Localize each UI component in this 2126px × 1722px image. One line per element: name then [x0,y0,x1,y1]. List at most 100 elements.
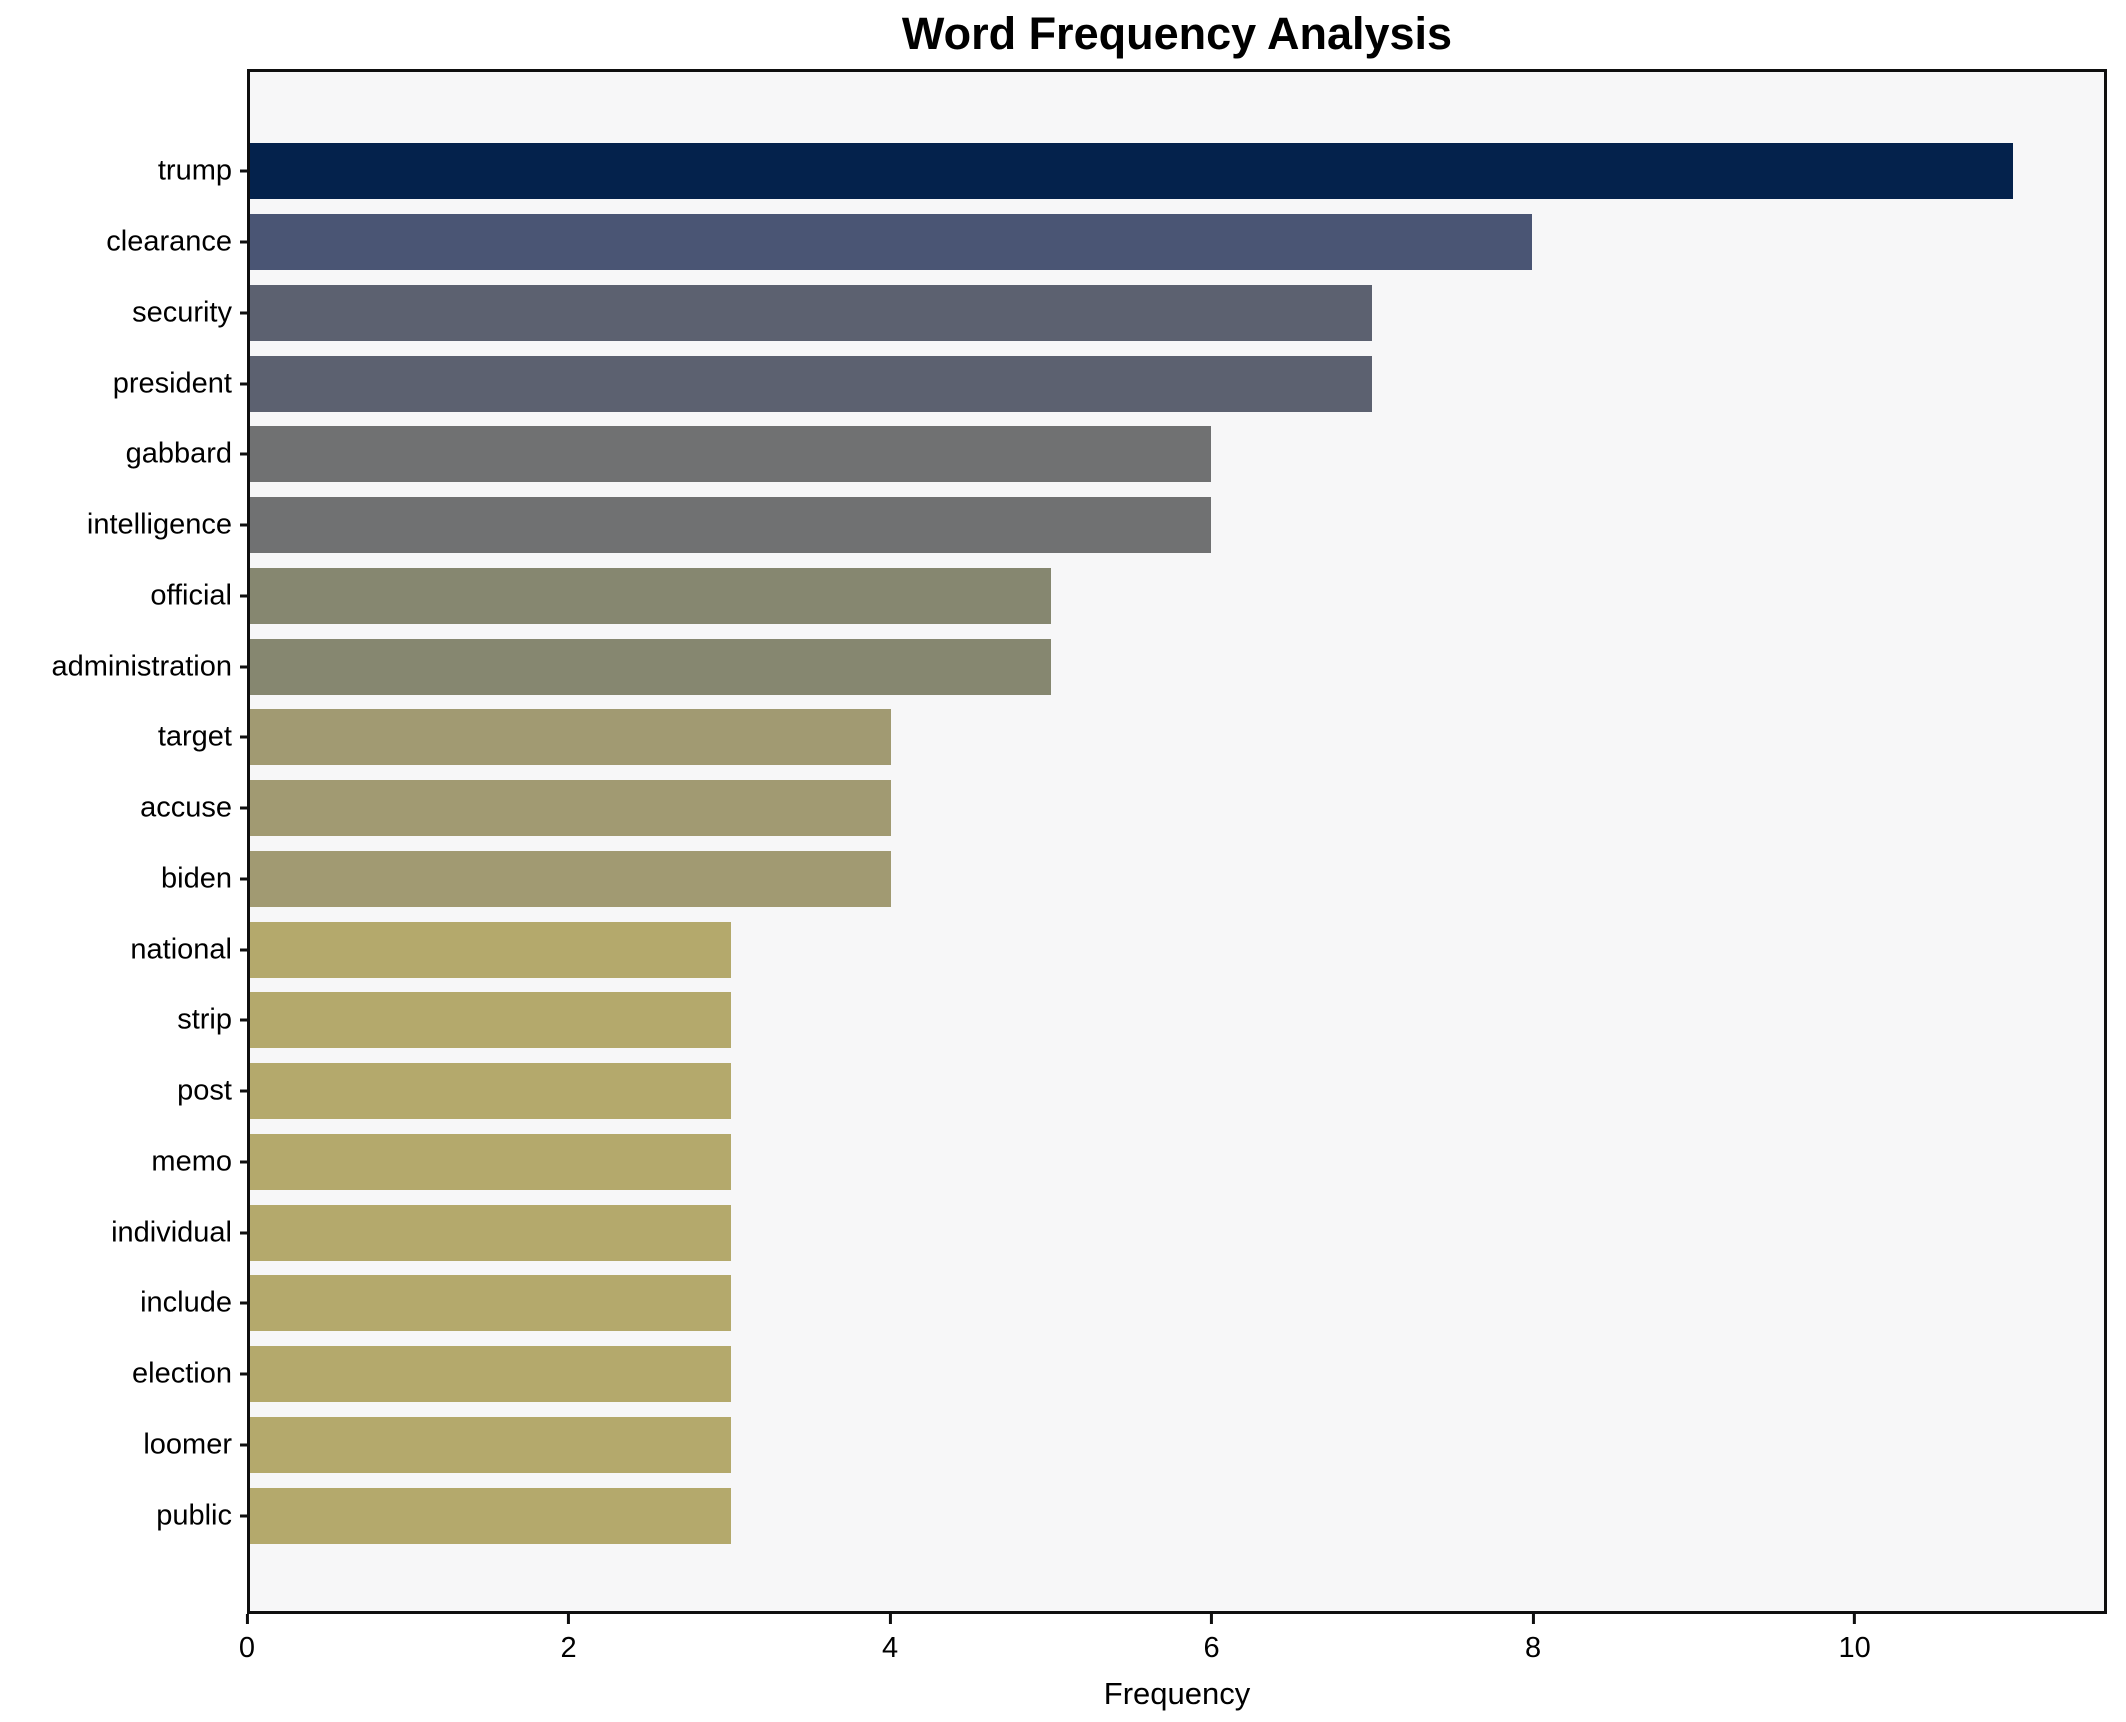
x-tick: 6 [1203,1614,1220,1665]
y-tick-mark [240,735,250,739]
y-tick-label: strip [177,1003,232,1036]
y-tick-mark [240,948,250,952]
y-tick-mark [240,1160,250,1164]
x-tick-mark [245,1614,249,1624]
bar-row: administration [51,631,2104,702]
x-tick: 10 [1838,1614,1871,1665]
bar [250,1416,731,1473]
bar [250,1346,731,1403]
bar [250,1275,731,1332]
bar [250,709,891,766]
x-tick-mark [1853,1614,1857,1624]
bar-row: target [158,702,2104,773]
y-tick-label: official [150,579,232,612]
y-tick-mark [240,240,250,244]
bar-row: memo [151,1127,2104,1198]
bar-row: clearance [106,207,2104,278]
y-tick-label: administration [51,650,232,683]
bar [250,1133,731,1190]
bar [250,638,1052,695]
bar [250,921,731,978]
bar-row: include [140,1268,2104,1339]
bar [250,284,1372,341]
y-tick-label: gabbard [125,437,232,470]
x-axis-label: Frequency [1103,1676,1251,1711]
x-tick: 8 [1525,1614,1541,1665]
chart-title: Word Frequency Analysis [901,8,1453,59]
bar [250,567,1052,624]
y-tick-label: security [132,296,232,329]
bar-row: strip [177,985,2104,1056]
x-tick-label: 2 [560,1632,577,1664]
x-tick-mark [888,1614,892,1624]
x-tick: 2 [560,1614,577,1665]
y-tick-mark [240,523,250,527]
bar [250,143,2013,200]
x-tick-mark [1210,1614,1214,1624]
y-tick-label: memo [151,1145,232,1178]
bar [250,850,891,907]
y-tick-label: loomer [143,1428,232,1461]
bar-row: national [130,914,2104,985]
y-tick-label: election [132,1357,232,1390]
bar [250,355,1372,412]
bars-container: trump clearance security president gabbard in… [51,72,2104,1611]
y-tick-label: president [112,367,232,400]
y-tick-label: post [177,1074,232,1107]
bar [250,214,1532,271]
x-tick-label: 0 [238,1632,256,1664]
plot-area: trump clearance security president gabbard in… [51,69,2107,1614]
y-tick-label: clearance [106,225,232,258]
bar-row: security [132,278,2104,349]
y-tick-label: include [140,1286,232,1319]
bar-row: official [150,561,2104,632]
bar-row: loomer [143,1410,2104,1481]
y-tick-mark [240,1443,250,1447]
bar [250,1204,731,1261]
y-tick-label: trump [157,154,232,187]
x-axis-ticks: 0 2 4 6 8 10 [239,1614,2107,1674]
bar-row: public [156,1480,2104,1551]
bar-row: accuse [140,773,2104,844]
y-tick-label: national [130,933,232,966]
x-tick-label: 6 [1203,1632,1220,1664]
bar [250,780,891,837]
bar-row: election [132,1339,2104,1410]
bar-row: trump [158,136,2104,207]
y-tick-mark [240,311,250,315]
bar [250,1487,731,1544]
y-tick-label: biden [161,862,232,895]
y-tick-mark [240,806,250,810]
y-tick-mark [240,1372,250,1376]
x-tick: 4 [882,1614,898,1665]
bar [250,992,731,1049]
y-tick-mark [240,1231,250,1235]
bar-row: intelligence [87,490,2104,561]
y-tick-mark [240,382,250,386]
y-tick-mark [240,169,250,173]
y-tick-mark [240,1301,250,1305]
bar [250,426,1212,483]
x-tick-mark [1531,1614,1535,1624]
y-tick-label: accuse [140,791,232,824]
y-tick-mark [240,1018,250,1022]
bar-row: post [177,1056,2104,1127]
y-tick-label: public [156,1499,232,1532]
bar-row: gabbard [126,419,2104,490]
bar-row: president [113,348,2104,419]
y-tick-label: intelligence [86,508,232,541]
y-tick-mark [240,1514,250,1518]
x-tick-label: 8 [1525,1632,1542,1664]
y-tick-mark [240,594,250,598]
y-tick-mark [240,665,250,669]
y-tick-mark [240,1089,250,1093]
x-tick-mark [567,1614,571,1624]
bar [250,1063,731,1120]
x-tick-label: 4 [881,1632,899,1664]
x-tick-label: 10 [1838,1632,1871,1664]
y-tick-label: target [157,720,232,753]
bar [250,497,1212,554]
y-tick-mark [240,877,250,881]
bar-row: biden [161,844,2104,915]
